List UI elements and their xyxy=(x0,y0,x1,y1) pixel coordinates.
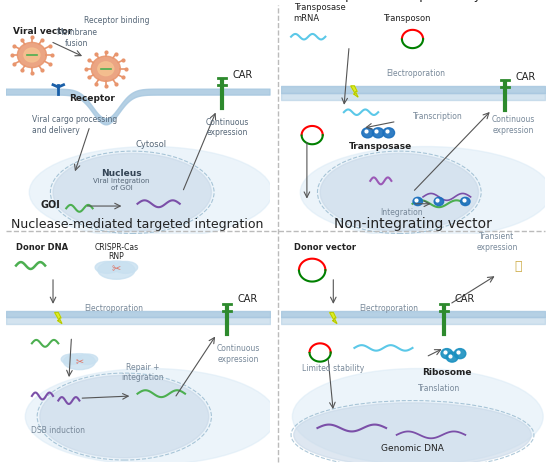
Text: Translation: Translation xyxy=(418,384,460,393)
Ellipse shape xyxy=(294,403,531,467)
Text: Viral integration
of GOI: Viral integration of GOI xyxy=(94,178,150,191)
Ellipse shape xyxy=(61,354,82,364)
Circle shape xyxy=(24,48,40,62)
Text: Donor vector: Donor vector xyxy=(294,242,356,252)
Text: Continuous
expression: Continuous expression xyxy=(206,118,249,137)
Title: Viral transduction: Viral transduction xyxy=(76,0,199,2)
Text: Ribosome: Ribosome xyxy=(422,368,471,377)
Ellipse shape xyxy=(320,153,478,231)
Text: Donor DNA: Donor DNA xyxy=(16,242,68,252)
Circle shape xyxy=(91,56,120,81)
Text: Continuous
expression: Continuous expression xyxy=(491,115,535,135)
Text: GOI: GOI xyxy=(41,200,60,210)
Circle shape xyxy=(460,198,470,205)
Text: Electroporation: Electroporation xyxy=(360,304,419,313)
Text: Membrane
fusion: Membrane fusion xyxy=(56,28,97,48)
Ellipse shape xyxy=(25,368,276,465)
Text: DSB induction: DSB induction xyxy=(31,425,85,435)
Circle shape xyxy=(413,198,422,205)
Text: CAR: CAR xyxy=(455,294,475,304)
Text: Transposase: Transposase xyxy=(349,142,412,151)
Ellipse shape xyxy=(53,153,211,231)
Ellipse shape xyxy=(40,375,209,458)
Text: Repair +
integration: Repair + integration xyxy=(122,362,164,382)
Text: Transposon: Transposon xyxy=(383,14,431,23)
Text: CAR: CAR xyxy=(233,70,253,80)
Text: Electroporation: Electroporation xyxy=(386,69,445,78)
Text: ✂: ✂ xyxy=(112,264,121,275)
Text: Transposase
mRNA: Transposase mRNA xyxy=(294,3,345,23)
Circle shape xyxy=(383,128,394,138)
Ellipse shape xyxy=(29,147,272,238)
Ellipse shape xyxy=(293,368,543,465)
Circle shape xyxy=(372,128,384,138)
Text: ✂: ✂ xyxy=(75,356,84,366)
Text: Viral cargo processing
and delivery: Viral cargo processing and delivery xyxy=(32,115,117,135)
Text: Integration: Integration xyxy=(381,208,424,217)
Circle shape xyxy=(434,198,444,205)
Text: Limited stability: Limited stability xyxy=(301,364,364,373)
Text: Transcription: Transcription xyxy=(412,112,462,121)
Ellipse shape xyxy=(64,354,95,370)
Text: Transient
expression: Transient expression xyxy=(476,232,518,252)
Title: Transposon-transposase system: Transposon-transposase system xyxy=(312,0,513,2)
Text: RNP: RNP xyxy=(108,252,124,261)
Circle shape xyxy=(98,62,114,76)
Title: Nuclease-mediated targeted integration: Nuclease-mediated targeted integration xyxy=(12,218,263,231)
Polygon shape xyxy=(54,312,62,324)
Polygon shape xyxy=(329,312,337,324)
Text: Genomic DNA: Genomic DNA xyxy=(381,444,444,453)
Polygon shape xyxy=(351,86,358,97)
Text: Viral vector: Viral vector xyxy=(13,28,73,36)
Ellipse shape xyxy=(98,261,135,279)
Text: ⏳: ⏳ xyxy=(514,260,522,273)
Ellipse shape xyxy=(114,262,138,273)
Text: Receptor: Receptor xyxy=(69,94,115,103)
Circle shape xyxy=(441,348,453,359)
Title: Non-integrating vector: Non-integrating vector xyxy=(333,217,492,231)
Ellipse shape xyxy=(95,262,119,273)
Text: CRISPR-Cas: CRISPR-Cas xyxy=(94,242,139,252)
Text: Receptor binding: Receptor binding xyxy=(84,16,149,25)
Text: Continuous
expression: Continuous expression xyxy=(216,344,260,364)
Ellipse shape xyxy=(300,147,550,238)
Text: Nucleus: Nucleus xyxy=(101,170,142,178)
Circle shape xyxy=(446,352,458,362)
Text: Cytosol: Cytosol xyxy=(135,140,166,149)
Text: CAR: CAR xyxy=(238,294,258,304)
Circle shape xyxy=(18,42,46,68)
Ellipse shape xyxy=(77,354,98,364)
Text: CAR: CAR xyxy=(515,72,536,82)
Circle shape xyxy=(362,128,373,138)
Circle shape xyxy=(454,348,466,359)
Text: Electroporation: Electroporation xyxy=(85,304,144,313)
